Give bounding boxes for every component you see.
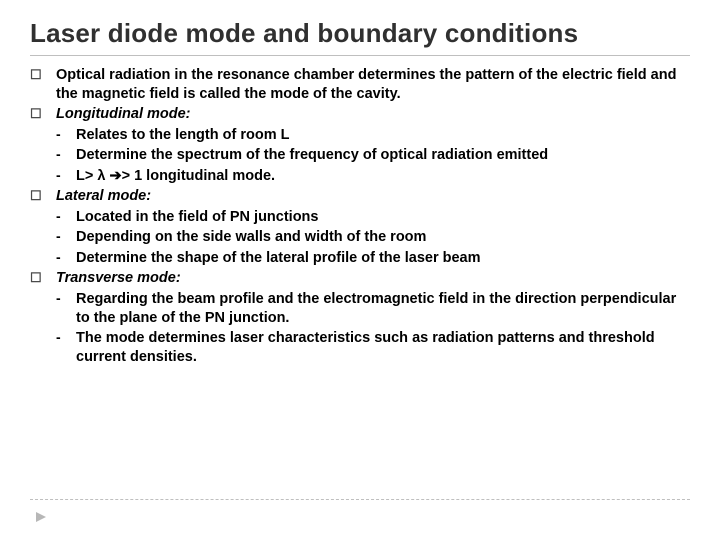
sub-list-item: Relates to the length of room L [56, 126, 690, 145]
slide: Laser diode mode and boundary conditions… [0, 0, 720, 540]
dash-icon [56, 329, 76, 366]
content-area: Optical radiation in the resonance chamb… [30, 66, 690, 366]
dash-icon [56, 228, 76, 247]
list-item-text: Transverse mode: [56, 269, 690, 288]
sub-list-item-text: Determine the spectrum of the frequency … [76, 146, 690, 165]
dash-icon [56, 167, 76, 186]
checkbox-icon [30, 67, 56, 104]
list-item: Lateral mode: [30, 187, 690, 206]
checkbox-icon [30, 270, 56, 289]
sub-list-item-text: Determine the shape of the lateral profi… [76, 249, 690, 268]
sub-list-item: Determine the shape of the lateral profi… [56, 249, 690, 268]
sub-list-item-text: Relates to the length of room L [76, 126, 690, 145]
dash-icon [56, 249, 76, 268]
list-item-text: Optical radiation in the resonance chamb… [56, 66, 690, 103]
play-icon [34, 510, 48, 524]
sub-list-item: L> λ ➔> 1 longitudinal mode. [56, 167, 690, 186]
sub-list-item-text: Regarding the beam profile and the elect… [76, 290, 690, 327]
dash-icon [56, 208, 76, 227]
page-title: Laser diode mode and boundary conditions [30, 18, 690, 49]
sub-list-item: The mode determines laser characteristic… [56, 329, 690, 366]
sub-list-item: Located in the field of PN junctions [56, 208, 690, 227]
sub-list-item-text: Depending on the side walls and width of… [76, 228, 690, 247]
dash-icon [56, 290, 76, 327]
sub-list-item: Depending on the side walls and width of… [56, 228, 690, 247]
title-underline [30, 55, 690, 56]
sub-list-item-text: L> λ ➔> 1 longitudinal mode. [76, 167, 690, 186]
dash-icon [56, 146, 76, 165]
list-item-text: Lateral mode: [56, 187, 690, 206]
sub-list-item: Determine the spectrum of the frequency … [56, 146, 690, 165]
list-item-text: Longitudinal mode: [56, 105, 690, 124]
dash-icon [56, 126, 76, 145]
sub-list-item: Regarding the beam profile and the elect… [56, 290, 690, 327]
list-item: Longitudinal mode: [30, 105, 690, 124]
footer-separator [30, 499, 690, 500]
checkbox-icon [30, 188, 56, 207]
list-item: Optical radiation in the resonance chamb… [30, 66, 690, 103]
sub-list-item-text: The mode determines laser characteristic… [76, 329, 690, 366]
list-item: Transverse mode: [30, 269, 690, 288]
sub-list-item-text: Located in the field of PN junctions [76, 208, 690, 227]
checkbox-icon [30, 106, 56, 125]
